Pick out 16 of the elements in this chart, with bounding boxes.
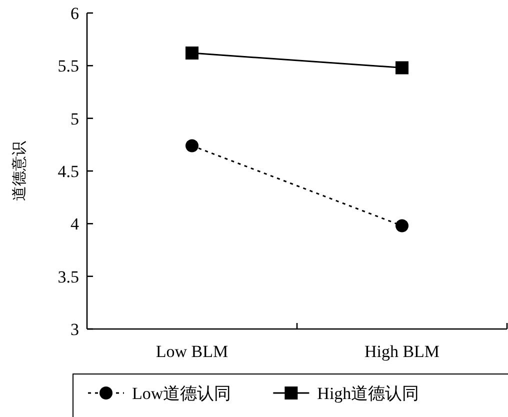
x-tick-label: High BLM: [364, 342, 440, 361]
y-tick-label: 4.5: [58, 162, 79, 181]
point: [396, 219, 408, 232]
point: [186, 139, 198, 152]
x-tick-label: Low BLM: [156, 342, 228, 361]
legend-label: High道德认同: [317, 384, 420, 403]
y-tick-label: 6: [70, 4, 79, 23]
point: [186, 46, 198, 60]
legend-label: Low道德认同: [132, 384, 232, 403]
point: [396, 61, 408, 74]
y-axis-title: 道德意识: [11, 141, 28, 201]
y-tick-label: 3.5: [58, 267, 79, 286]
y-tick-label: 5: [70, 109, 79, 128]
y-tick-label: 3: [70, 320, 79, 339]
y-tick-label: 4: [70, 214, 80, 234]
y-tick-label: 5.5: [58, 56, 79, 76]
